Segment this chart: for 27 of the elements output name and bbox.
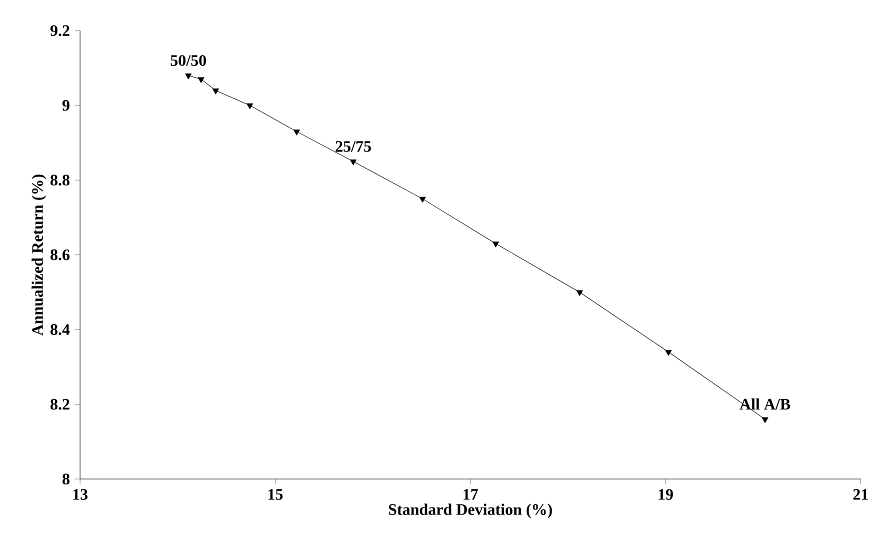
y-tick-label: 9 (62, 100, 70, 111)
point (246, 103, 254, 110)
point (762, 417, 768, 423)
point (350, 159, 357, 166)
x-tick-label: 21 (853, 489, 868, 500)
x-tick-label: 19 (658, 489, 673, 500)
annotation: 50/50 (170, 55, 206, 66)
y-tick-label: 8 (62, 474, 70, 484)
y-tick-label: 8.6 (50, 249, 70, 260)
y-tick-label: 8.2 (50, 398, 70, 410)
y-tick-label: 8.4 (50, 324, 70, 335)
point (665, 350, 672, 356)
y-tick-label: 8.8 (50, 174, 70, 186)
x-tick-label: 13 (73, 489, 88, 500)
point (185, 73, 192, 80)
x-axis-title: Standard Deviation (%) (388, 504, 552, 518)
y-tick-label: 9.2 (50, 25, 70, 36)
point (293, 130, 300, 136)
point (212, 88, 219, 94)
y-axis-title: Annualized Return (%) (32, 174, 46, 336)
x-tick-label: 15 (268, 489, 283, 500)
x-tick-label: 17 (464, 489, 478, 500)
point (576, 290, 583, 296)
annotation: 25/75 (336, 141, 371, 152)
point (492, 242, 500, 248)
point (198, 77, 204, 83)
point (419, 196, 426, 203)
